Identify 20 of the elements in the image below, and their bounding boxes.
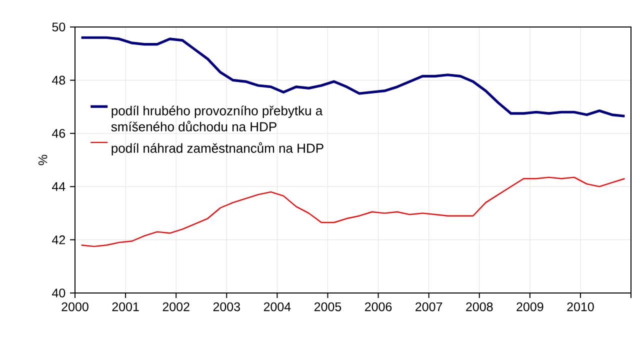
x-tick-label: 2009 (516, 302, 544, 312)
y-tick-label: 48 (52, 76, 66, 85)
x-tick-label: 2003 (213, 302, 240, 312)
x-tick-label: 2001 (112, 302, 139, 312)
x-tick-label: 2000 (62, 302, 88, 312)
y-tick-label: 50 (52, 22, 66, 32)
y-tick-label: 46 (52, 128, 66, 138)
x-tick-label: 2005 (314, 302, 342, 312)
x-tick-label: 2008 (466, 302, 493, 312)
x-tick-label: 2007 (416, 302, 442, 312)
y-tick-label: 44 (52, 182, 66, 191)
y-tick-label: 40 (52, 288, 66, 298)
x-tick-label: 2002 (162, 302, 190, 312)
legend-label: podíl náhrad zaměstnancům na HDP (112, 142, 324, 156)
x-tick-label: 2006 (364, 302, 392, 312)
legend-label: podíl hrubého provozního přebytku a smíšeného důchodu na HDP (111, 106, 323, 132)
x-tick-label: 2010 (567, 302, 594, 312)
y-tick-label: 42 (52, 235, 66, 244)
y-axis-title: % (38, 154, 48, 166)
x-tick-label: 2004 (264, 302, 291, 312)
